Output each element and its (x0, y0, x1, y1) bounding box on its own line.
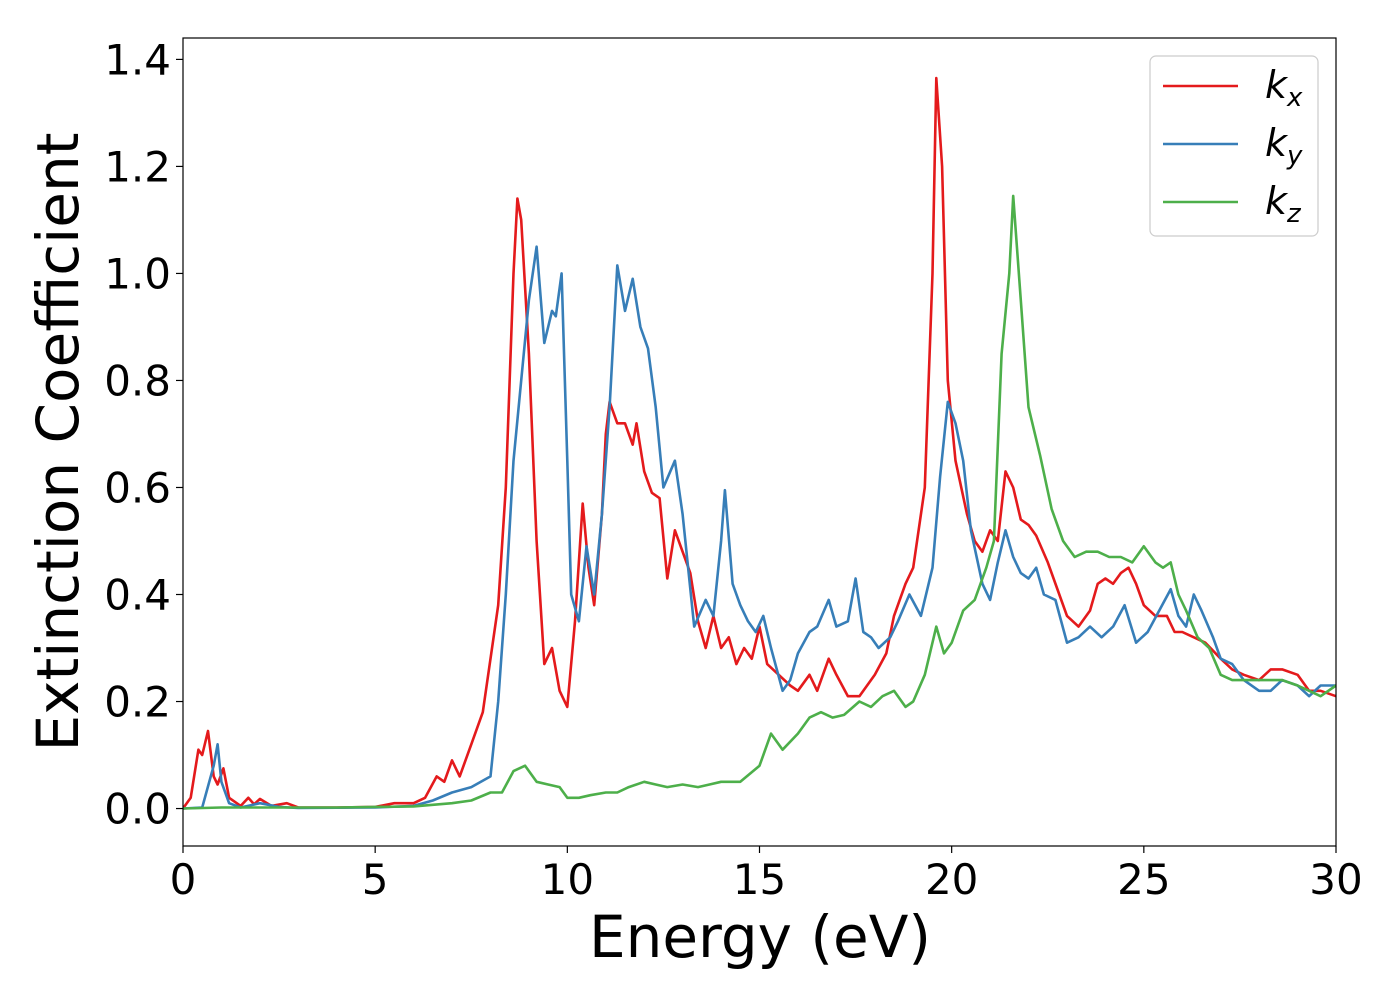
y-axis-label: Extinction Coefficient (24, 133, 92, 752)
legend-label-x: kx (1265, 63, 1303, 113)
y-tick-label: 0.2 (104, 678, 171, 727)
y-tick-label: 0.0 (104, 785, 171, 834)
y-tick-label: 0.4 (104, 571, 171, 620)
x-tick-label: 0 (170, 855, 197, 904)
y-tick-label: 1.0 (104, 249, 171, 298)
legend-label-z: kz (1265, 179, 1302, 229)
series-line-z (183, 194, 1336, 810)
y-tick-label: 1.4 (104, 35, 171, 84)
legend: kx ky kz (1149, 55, 1319, 237)
x-tick-label: 30 (1309, 855, 1362, 904)
x-tick-label: 10 (541, 855, 594, 904)
series-layer (183, 76, 1336, 810)
series-line-y (183, 245, 1336, 810)
legend-box (1149, 55, 1319, 237)
x-tick-label: 20 (925, 855, 978, 904)
x-tick-label: 5 (362, 855, 389, 904)
series-line-x (183, 76, 1336, 810)
axes-layer: 0 5 10 15 20 25 30 0.0 0.2 0.4 0.6 0.8 1.0 1.2 1.4 (104, 35, 1363, 904)
y-tick-label: 0.6 (104, 463, 171, 512)
x-axis-label: Energy (eV) (589, 903, 931, 971)
x-tick-label: 25 (1117, 855, 1170, 904)
x-tick-label: 15 (733, 855, 786, 904)
y-tick-label: 1.2 (104, 142, 171, 191)
legend-label-y: ky (1265, 121, 1303, 171)
y-tick-label: 0.8 (104, 356, 171, 405)
